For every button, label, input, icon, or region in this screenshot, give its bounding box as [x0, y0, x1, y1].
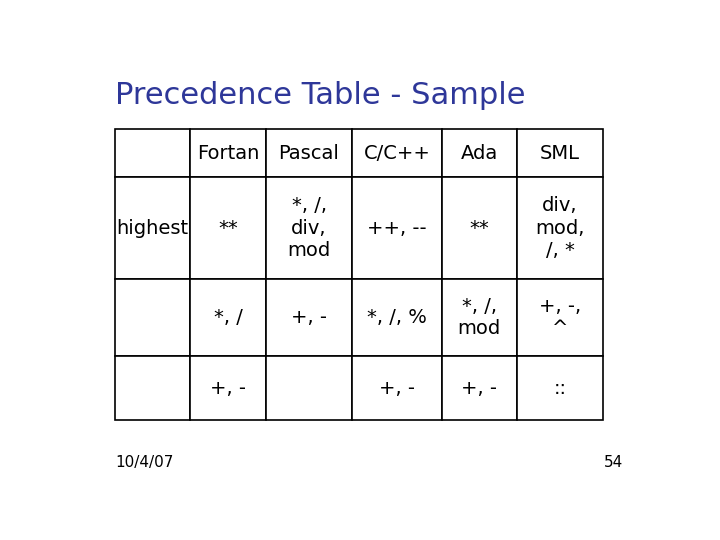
Text: SML: SML: [540, 144, 580, 163]
Text: **: **: [469, 219, 489, 238]
Bar: [266, 356, 352, 420]
Text: +, -,
^: +, -, ^: [539, 296, 581, 338]
Text: **: **: [218, 219, 238, 238]
Text: +, -: +, -: [291, 308, 327, 327]
Bar: [517, 356, 603, 420]
Text: *, /, %: *, /, %: [367, 308, 427, 327]
Text: 54: 54: [603, 455, 623, 470]
Text: *, /,
mod: *, /, mod: [458, 296, 501, 338]
Bar: [115, 177, 190, 279]
Bar: [441, 279, 517, 356]
Text: +, -: +, -: [210, 379, 246, 397]
Text: Fortan: Fortan: [197, 144, 259, 163]
Text: ++, --: ++, --: [367, 219, 427, 238]
Bar: [441, 129, 517, 177]
Bar: [266, 129, 352, 177]
Bar: [266, 279, 352, 356]
Bar: [441, 356, 517, 420]
Text: C/C++: C/C++: [364, 144, 431, 163]
Text: div,
mod,
/, *: div, mod, /, *: [536, 196, 585, 260]
Bar: [190, 356, 266, 420]
Text: +, -: +, -: [462, 379, 498, 397]
Bar: [115, 129, 190, 177]
Bar: [352, 129, 441, 177]
Text: ::: ::: [554, 379, 567, 397]
Bar: [517, 279, 603, 356]
Text: *, /,
div,
mod: *, /, div, mod: [287, 196, 330, 260]
Bar: [190, 279, 266, 356]
Bar: [517, 129, 603, 177]
Bar: [352, 177, 441, 279]
Bar: [266, 177, 352, 279]
Bar: [517, 177, 603, 279]
Bar: [352, 279, 441, 356]
Text: Precedence Table - Sample: Precedence Table - Sample: [115, 82, 526, 111]
Bar: [115, 279, 190, 356]
Text: 10/4/07: 10/4/07: [115, 455, 174, 470]
Text: Ada: Ada: [461, 144, 498, 163]
Text: +, -: +, -: [379, 379, 415, 397]
Text: highest: highest: [117, 219, 189, 238]
Bar: [441, 177, 517, 279]
Bar: [190, 177, 266, 279]
Bar: [352, 356, 441, 420]
Bar: [115, 356, 190, 420]
Text: *, /: *, /: [214, 308, 243, 327]
Text: Pascal: Pascal: [279, 144, 339, 163]
Bar: [190, 129, 266, 177]
